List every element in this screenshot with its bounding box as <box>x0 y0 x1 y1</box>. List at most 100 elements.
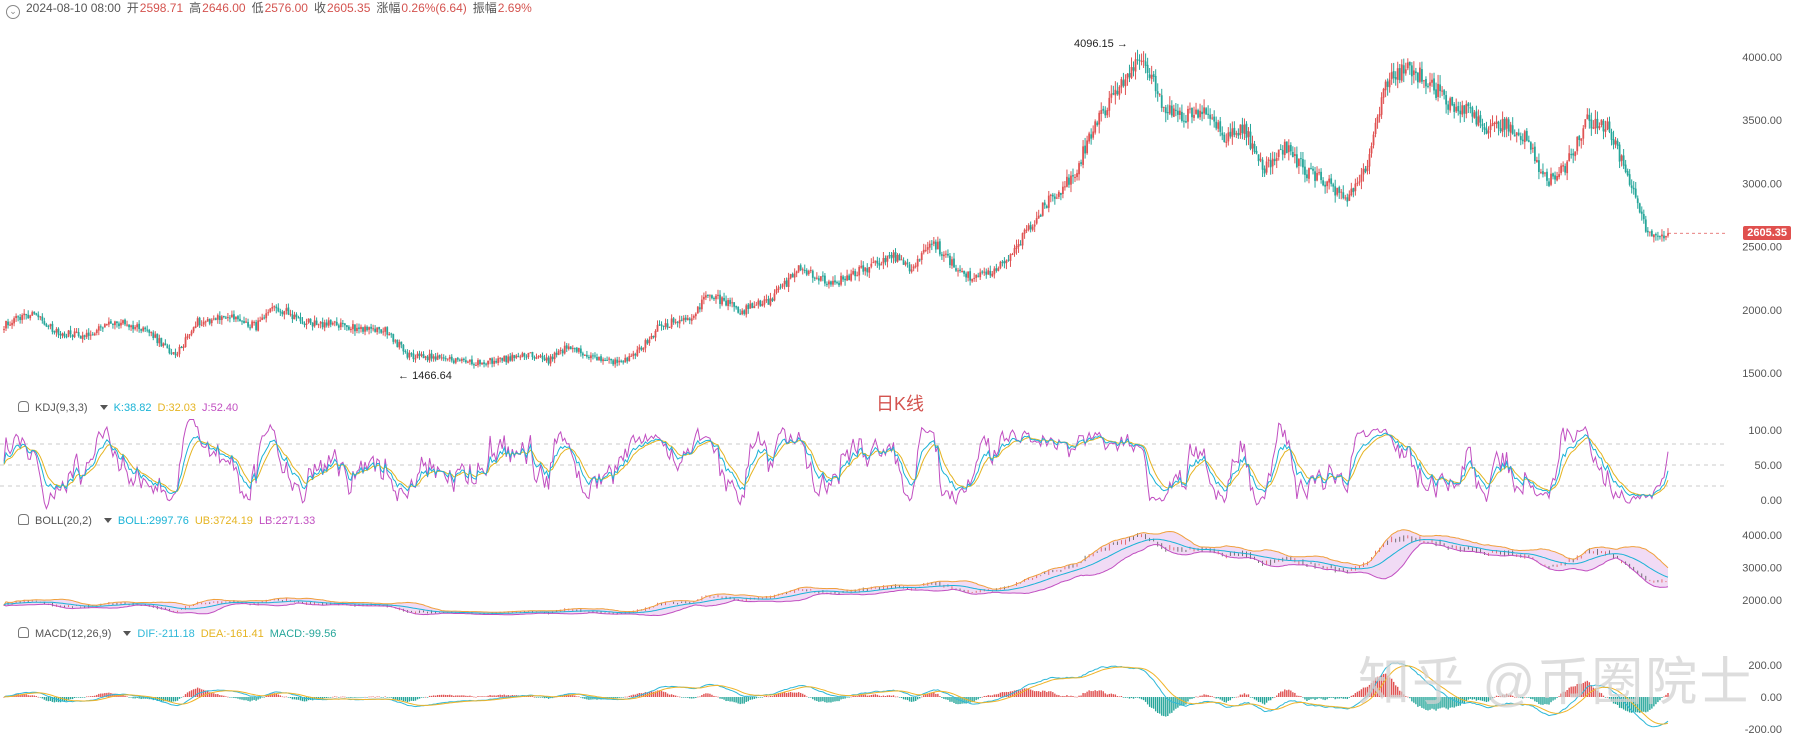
macd-bar <box>816 697 818 702</box>
macd-bar <box>1360 689 1363 697</box>
candle-body <box>989 271 992 276</box>
macd-legend[interactable]: MACD(12,26,9) DIF:-211.18 DEA:-161.41 MACD:… <box>18 627 342 641</box>
macd-bar <box>1273 696 1276 698</box>
macd-bar <box>568 694 570 697</box>
candle-body <box>1205 108 1208 115</box>
candle-body <box>1233 127 1236 135</box>
price-panel <box>3 49 1728 369</box>
kdj-tick-label: 0.00 <box>1761 495 1782 507</box>
macd-bar <box>701 695 703 697</box>
boll-legend[interactable]: BOLL(20,2) BOLL:2997.76 UB:3724.19 LB:2271.… <box>18 514 321 528</box>
candle-body <box>1560 165 1563 174</box>
candle-body <box>622 361 625 363</box>
candle-body <box>1306 174 1308 179</box>
high-value: 2646.00 <box>202 1 246 15</box>
candle-body <box>1031 226 1034 230</box>
macd-bar <box>1187 697 1189 702</box>
candle-body <box>1078 163 1080 175</box>
candle-body <box>1176 110 1179 115</box>
candle-body <box>432 356 435 359</box>
macd-bar <box>47 697 50 702</box>
macd-bar <box>1130 697 1133 699</box>
macd-bar <box>414 697 417 701</box>
macd-bar <box>1163 697 1165 717</box>
candle-body <box>957 270 959 272</box>
candle-body <box>61 333 64 336</box>
candle-body <box>1489 125 1492 131</box>
kdj-j-line <box>3 419 1669 511</box>
macd-bar <box>670 694 673 697</box>
macd-bar <box>1596 690 1599 697</box>
bell-icon[interactable] <box>18 401 29 412</box>
candle-body <box>458 359 461 361</box>
macd-bar <box>301 697 304 702</box>
macd-bar <box>844 697 846 699</box>
candle-body <box>795 271 798 274</box>
macd-bar <box>1322 697 1324 700</box>
candle-body <box>245 321 247 323</box>
candle-body <box>434 356 437 360</box>
macd-bar <box>342 696 344 698</box>
macd-bar <box>769 695 772 697</box>
candle-body <box>394 340 397 342</box>
candle-body <box>1324 184 1327 187</box>
bell-icon[interactable] <box>18 627 29 638</box>
macd-bar <box>747 697 749 702</box>
macd-bar <box>1600 693 1603 697</box>
candle-body <box>273 306 276 308</box>
macd-bar <box>733 697 735 703</box>
macd-bar <box>1031 690 1034 697</box>
macd-bar <box>424 696 427 698</box>
macd-bar <box>1237 696 1240 698</box>
candle-body <box>374 328 377 332</box>
candle-body <box>1503 118 1506 130</box>
candle-body <box>235 316 237 320</box>
macd-bar <box>497 695 499 697</box>
candle-body <box>1287 145 1290 153</box>
candle-body <box>265 313 268 319</box>
caret-down-icon[interactable] <box>123 631 132 636</box>
candle-body <box>1003 261 1006 264</box>
caret-down-icon[interactable] <box>103 518 112 523</box>
candle-body <box>218 315 221 321</box>
macd-bar <box>130 697 132 698</box>
boll-lb: LB:2271.33 <box>258 515 316 527</box>
candle-body <box>442 357 445 359</box>
macd-bar <box>27 695 29 697</box>
macd-bar <box>394 697 396 700</box>
candle-body <box>146 329 149 331</box>
bell-icon[interactable] <box>18 514 29 525</box>
candle-body <box>1283 141 1286 155</box>
candle-body <box>473 364 475 366</box>
candle-body <box>313 320 316 327</box>
candle-body <box>1525 130 1528 141</box>
macd-bar <box>1298 695 1300 697</box>
caret-down-icon[interactable] <box>99 405 108 410</box>
kdj-legend[interactable]: KDJ(9,3,3) K:38.82 D:32.03 J:52.40 <box>18 401 244 415</box>
candle-body <box>1277 149 1280 157</box>
candle-body <box>676 321 679 323</box>
macd-bar <box>838 697 840 702</box>
candle-body <box>1358 181 1361 183</box>
candle-body <box>243 320 245 324</box>
candle-body <box>1281 149 1284 155</box>
candle-body <box>1009 254 1012 261</box>
candle-body <box>321 321 324 328</box>
macd-bar <box>366 697 368 698</box>
macd-bar <box>438 694 441 697</box>
candle-body <box>1017 244 1020 247</box>
candle-body <box>1316 172 1318 181</box>
macd-bar <box>1520 697 1522 698</box>
candle-body <box>436 355 439 360</box>
macd-bar <box>209 692 211 697</box>
candle-body <box>1535 160 1538 162</box>
candle-body <box>382 331 385 333</box>
macd-bar <box>755 697 758 699</box>
macd-bar <box>406 697 409 703</box>
macd-bar <box>352 697 354 698</box>
candle-body <box>783 280 786 285</box>
candle-body <box>1632 187 1635 190</box>
macd-bar <box>906 697 909 701</box>
chevron-down-icon[interactable]: ⌄ <box>6 5 20 19</box>
